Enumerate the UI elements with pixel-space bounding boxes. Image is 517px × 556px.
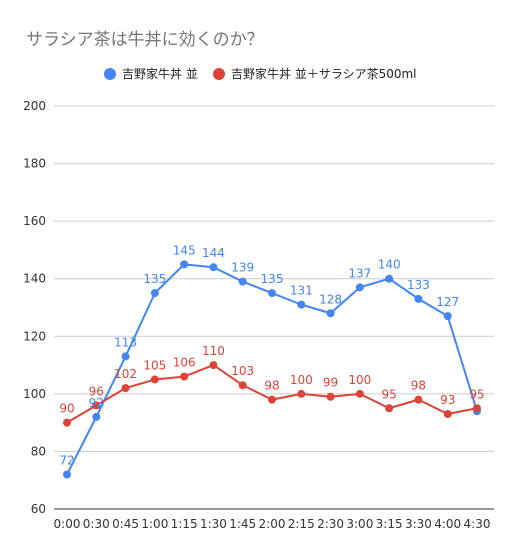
data-label: 128 <box>319 292 342 306</box>
x-tick-label: 0:45 <box>112 517 139 531</box>
y-tick-label: 200 <box>23 99 46 113</box>
data-label: 110 <box>202 344 225 358</box>
data-point <box>180 260 189 269</box>
legend-marker <box>213 68 225 80</box>
data-label: 133 <box>407 278 430 292</box>
data-label: 137 <box>348 266 371 280</box>
x-tick-label: 1:15 <box>171 517 198 531</box>
data-point <box>209 263 218 272</box>
legend: 吉野家牛丼 並 吉野家牛丼 並＋サラシア茶500ml <box>104 66 417 81</box>
x-tick-label: 2:30 <box>317 517 344 531</box>
data-point <box>473 404 481 413</box>
data-label: 135 <box>143 272 166 286</box>
x-tick-label: 0:00 <box>54 517 81 531</box>
y-tick-label: 80 <box>31 444 46 458</box>
y-tick-label: 60 <box>31 502 46 516</box>
x-tick-label: 3:15 <box>376 517 403 531</box>
data-label: 99 <box>323 376 338 390</box>
data-point <box>150 375 159 384</box>
y-tick-label: 180 <box>23 157 46 171</box>
data-point <box>385 404 394 413</box>
data-point <box>297 300 306 309</box>
y-tick-label: 100 <box>23 387 46 401</box>
data-label: 92 <box>89 396 104 410</box>
data-label: 113 <box>114 335 137 349</box>
data-point <box>238 381 247 390</box>
y-tick-label: 160 <box>23 214 46 228</box>
data-label: 93 <box>440 393 455 407</box>
data-label: 95 <box>382 387 397 401</box>
data-label: 98 <box>264 379 279 393</box>
data-point <box>268 395 276 404</box>
data-label: 103 <box>231 364 254 378</box>
data-point <box>180 372 189 381</box>
data-point <box>297 389 306 398</box>
x-tick-label: 2:15 <box>288 517 315 531</box>
data-point <box>326 392 335 401</box>
chart-title: サラシア茶は牛丼に効くのか？ <box>26 30 264 50</box>
data-point <box>121 352 130 361</box>
x-tick-label: 2:00 <box>259 517 286 531</box>
data-label: 98 <box>411 379 426 393</box>
data-point <box>63 470 71 479</box>
data-label: 145 <box>173 243 196 257</box>
data-point <box>150 289 159 298</box>
data-point <box>209 361 218 370</box>
x-tick-label: 0:30 <box>83 517 110 531</box>
data-label: 105 <box>143 358 166 372</box>
data-point <box>443 410 452 419</box>
data-label: 102 <box>114 367 137 381</box>
series-points <box>63 260 481 479</box>
data-label: 90 <box>59 402 74 416</box>
data-point <box>326 309 335 318</box>
data-point <box>121 384 130 393</box>
data-label: 100 <box>290 373 313 387</box>
data-point <box>92 412 101 421</box>
data-label: 72 <box>59 453 74 467</box>
y-tick-label: 140 <box>23 272 46 286</box>
data-point <box>414 395 423 404</box>
data-label: 100 <box>348 373 371 387</box>
data-point <box>443 312 452 321</box>
data-point <box>355 389 364 398</box>
data-label: 144 <box>202 246 225 260</box>
data-point <box>92 401 101 410</box>
data-label: 140 <box>378 258 401 272</box>
data-label: 135 <box>261 272 284 286</box>
data-label: 127 <box>436 295 459 309</box>
data-point <box>385 274 394 283</box>
y-tick-label: 120 <box>23 329 46 343</box>
data-point <box>238 277 247 286</box>
legend-label: 吉野家牛丼 並＋サラシア茶500ml <box>231 66 417 81</box>
data-labels: 72 92 113 135 145 144 139 135 131 128 137 140 133 127… <box>59 243 484 467</box>
legend-label: 吉野家牛丼 並 <box>122 66 198 81</box>
legend-marker <box>104 68 116 80</box>
data-label: 106 <box>173 356 196 370</box>
data-point <box>414 294 423 303</box>
data-point <box>63 418 71 427</box>
x-tick-label: 3:00 <box>346 517 373 531</box>
data-label: 139 <box>231 261 254 275</box>
x-tick-label: 4:00 <box>434 517 461 531</box>
data-label: 95 <box>469 387 484 401</box>
data-label: 96 <box>89 384 104 398</box>
x-tick-label: 4:30 <box>464 517 491 531</box>
data-point <box>268 289 276 298</box>
data-label: 131 <box>290 284 313 298</box>
x-tick-label: 1:30 <box>200 517 227 531</box>
x-tick-label: 1:45 <box>229 517 256 531</box>
data-point <box>355 283 364 292</box>
grid-lines <box>54 105 494 510</box>
x-tick-label: 1:00 <box>141 517 168 531</box>
x-tick-label: 3:30 <box>405 517 432 531</box>
